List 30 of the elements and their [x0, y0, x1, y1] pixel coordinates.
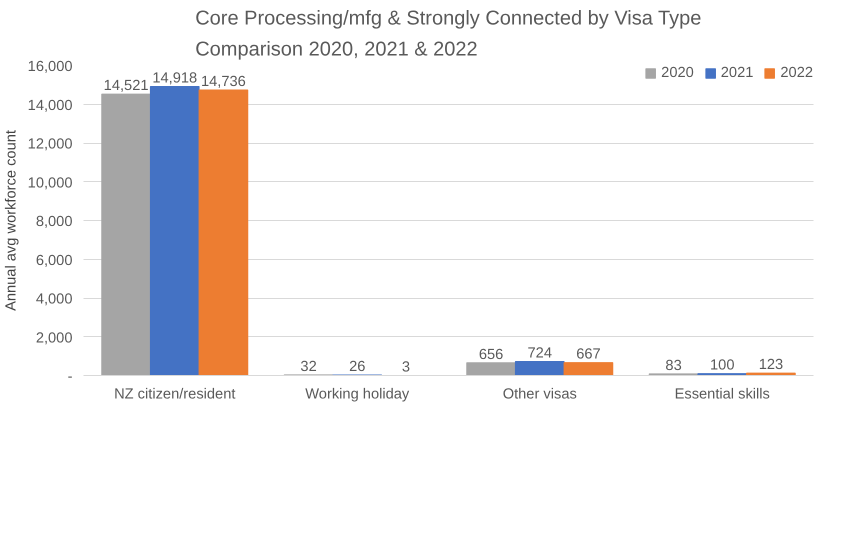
data-label: 667	[576, 346, 601, 363]
x-tick-label: Other visas	[502, 386, 577, 402]
y-tick-label: 2,000	[36, 330, 73, 346]
x-tick-label: Essential skills	[674, 386, 770, 402]
chart-title: Core Processing/mfg & Strongly Connected by Visa Type Comparison 2020, 2021 & 2022	[195, 8, 702, 60]
y-tick-label: -	[68, 369, 73, 385]
y-tick-label: 4,000	[36, 292, 73, 308]
data-label: 14,918	[152, 70, 198, 86]
data-label: 32	[300, 358, 317, 375]
y-tick-label: 14,000	[28, 98, 72, 114]
data-label: 100	[710, 358, 734, 374]
y-tick-label: 16,000	[28, 59, 72, 75]
data-label: 14,521	[104, 78, 148, 94]
data-label: 83	[665, 358, 682, 374]
data-label: 3	[402, 359, 410, 376]
data-label: 656	[478, 346, 504, 363]
x-tick-label: NZ citizen/resident	[114, 386, 236, 402]
legend-label: 2020	[661, 65, 694, 81]
y-tick-label: 10,000	[28, 175, 72, 192]
y-tick-label: 8,000	[36, 214, 73, 230]
x-tick-label: Working holiday	[305, 386, 410, 402]
legend-label: 2022	[780, 65, 813, 81]
data-label: 724	[528, 345, 552, 362]
y-tick-label: 6,000	[36, 252, 73, 269]
data-label: 14,736	[201, 74, 246, 90]
data-label: 26	[349, 358, 366, 375]
y-tick-label: 12,000	[28, 136, 72, 152]
data-label: 123	[758, 357, 784, 374]
legend-label: 2021	[720, 65, 754, 81]
y-axis-title: Annual avg workforce count	[4, 130, 20, 311]
